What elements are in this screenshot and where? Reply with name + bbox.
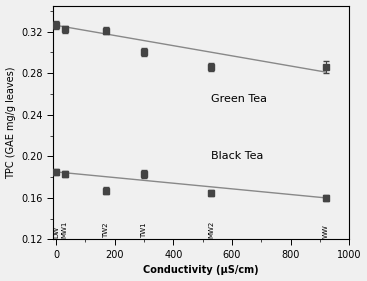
Text: Black Tea: Black Tea <box>211 151 264 161</box>
Text: WW: WW <box>323 225 329 239</box>
Y-axis label: TPC (GAE mg/g leaves): TPC (GAE mg/g leaves) <box>6 66 15 179</box>
Text: MW2: MW2 <box>208 221 214 239</box>
Text: Green Tea: Green Tea <box>211 94 268 104</box>
Text: MW1: MW1 <box>62 221 68 239</box>
X-axis label: Conductivity (μS/cm): Conductivity (μS/cm) <box>143 266 259 275</box>
Text: TW2: TW2 <box>103 223 109 239</box>
Text: TW1: TW1 <box>141 223 147 239</box>
Text: DW: DW <box>53 226 59 239</box>
